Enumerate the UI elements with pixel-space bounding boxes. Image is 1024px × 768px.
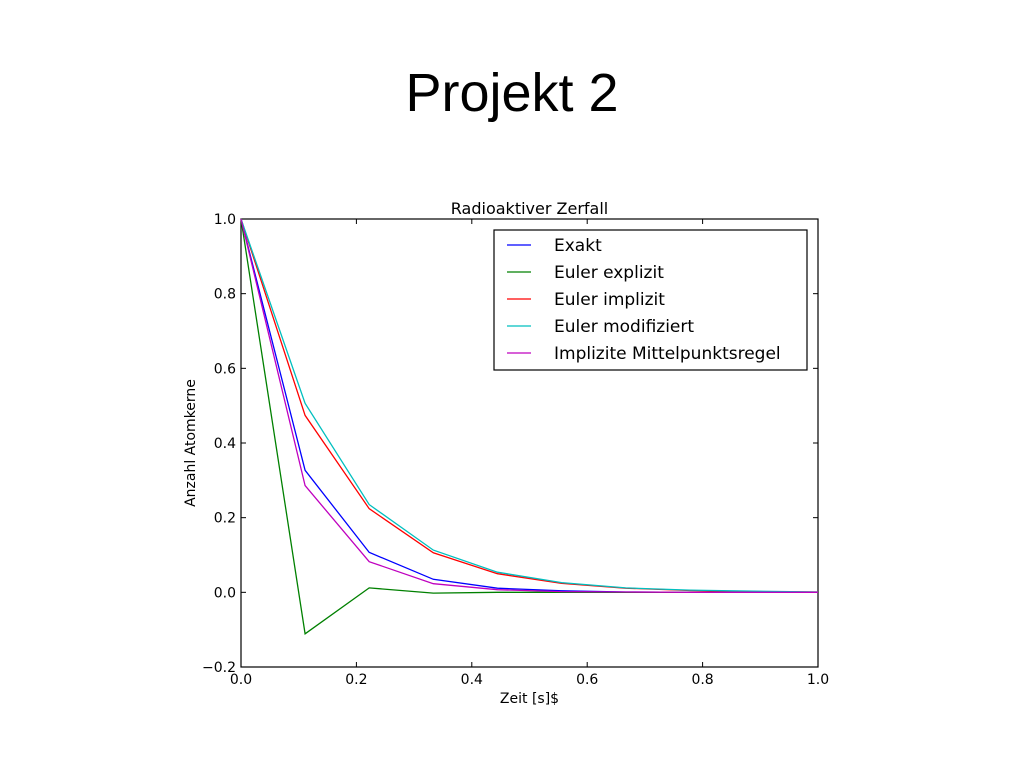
chart-title: Radioaktiver Zerfall bbox=[451, 199, 608, 218]
x-tick-label: 0.2 bbox=[345, 672, 367, 688]
x-tick-label: 0.0 bbox=[230, 672, 252, 688]
y-tick-label: −0.2 bbox=[202, 660, 236, 676]
x-tick-label: 1.0 bbox=[807, 672, 829, 688]
x-axis-label: Zeit [s]$ bbox=[500, 691, 559, 707]
x-tick-label: 0.8 bbox=[691, 672, 713, 688]
legend-label: Implizite Mittelpunktsregel bbox=[554, 344, 781, 364]
y-tick-label: 0.2 bbox=[214, 511, 236, 527]
y-tick-label: 0.4 bbox=[214, 436, 236, 452]
series-line bbox=[240, 218, 819, 593]
series-line bbox=[240, 218, 818, 593]
legend: Exakt Euler explizit Euler implizit Euler m… bbox=[493, 229, 808, 371]
y-tick-label: 1.0 bbox=[214, 212, 236, 228]
legend-label: Euler explizit bbox=[554, 263, 664, 283]
y-axis-label: Anzahl Atomkerne bbox=[183, 379, 199, 507]
legend-label: Euler implizit bbox=[554, 290, 665, 310]
x-tick-label: 0.6 bbox=[576, 672, 598, 688]
y-tick-label: 0.8 bbox=[214, 287, 236, 303]
legend-box bbox=[493, 229, 808, 371]
x-tick-label: 0.4 bbox=[461, 672, 483, 688]
legend-label: Exakt bbox=[554, 236, 602, 256]
legend-label: Euler modifiziert bbox=[554, 317, 694, 337]
slide-title: Projekt 2 bbox=[405, 63, 619, 123]
y-tick-label: 0.0 bbox=[214, 585, 236, 601]
y-tick-label: 0.6 bbox=[214, 361, 236, 377]
plot-area: 0.0 0.2 0.4 0.6 0.8 1.0−0.20.00.20.40.60.81.0… bbox=[202, 212, 829, 688]
